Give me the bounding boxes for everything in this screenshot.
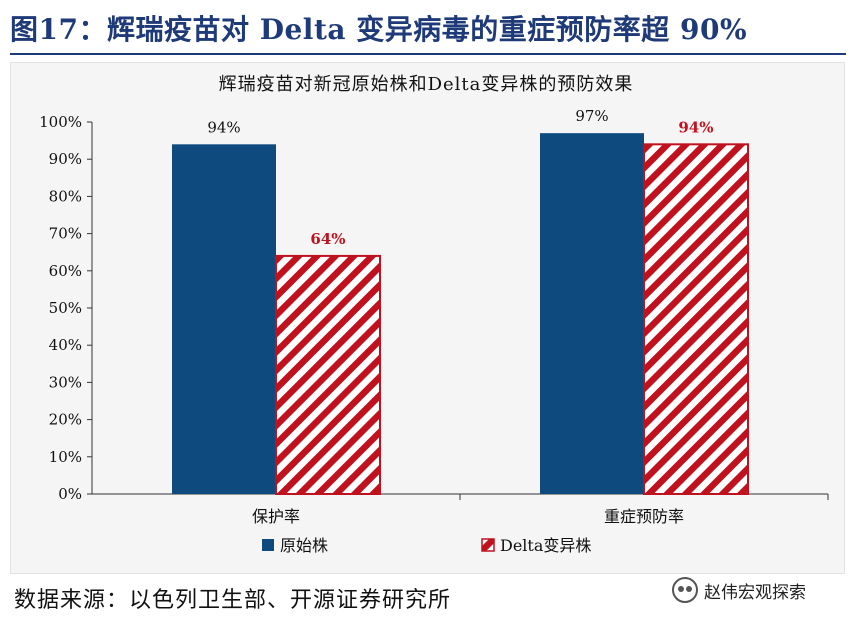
bar-original-2 [540, 133, 644, 494]
y-tick-label: 30% [49, 373, 82, 391]
y-tick-label: 90% [49, 150, 82, 168]
data-label: 97% [575, 107, 608, 125]
watermark: 赵伟宏观探索 [672, 575, 806, 605]
y-tick-label: 60% [49, 262, 82, 280]
y-tick-label: 0% [58, 485, 82, 503]
title-rule [10, 53, 846, 55]
bar-delta-1 [275, 254, 381, 495]
x-category-label: 保护率 [252, 507, 300, 526]
y-tick-label: 40% [49, 336, 82, 354]
y-tick-label: 70% [49, 225, 82, 243]
legend-label: 原始株 [280, 536, 328, 555]
data-label: 94% [678, 118, 713, 136]
legend-label: Delta变异株 [500, 536, 591, 555]
watermark-text: 赵伟宏观探索 [704, 582, 806, 603]
y-tick-label: 20% [49, 411, 82, 429]
wechat-icon [672, 577, 698, 603]
chart: 辉瑞疫苗对新冠原始株和Delta变异株的预防效果 0% 10% 20% 30% 40% 5… [39, 74, 829, 555]
y-tick-label: 100% [39, 113, 82, 131]
legend-swatch-delta [481, 538, 495, 552]
y-tick-label: 10% [49, 448, 82, 466]
data-label: 94% [207, 118, 240, 136]
y-tick-label: 50% [49, 299, 82, 317]
legend-swatch-original [262, 539, 274, 551]
y-tick-label: 80% [49, 187, 82, 205]
x-category-label: 重症预防率 [604, 507, 684, 526]
chart-title: 辉瑞疫苗对新冠原始株和Delta变异株的预防效果 [219, 74, 634, 95]
bar-delta-2 [643, 143, 749, 495]
figure-source: 数据来源：以色列卫生部、开源证券研究所 [14, 588, 452, 613]
figure-title: 图17：辉瑞疫苗对 Delta 变异病毒的重症预防率超 90% [10, 13, 748, 46]
data-label: 64% [310, 230, 345, 248]
bar-original-1 [172, 144, 276, 494]
